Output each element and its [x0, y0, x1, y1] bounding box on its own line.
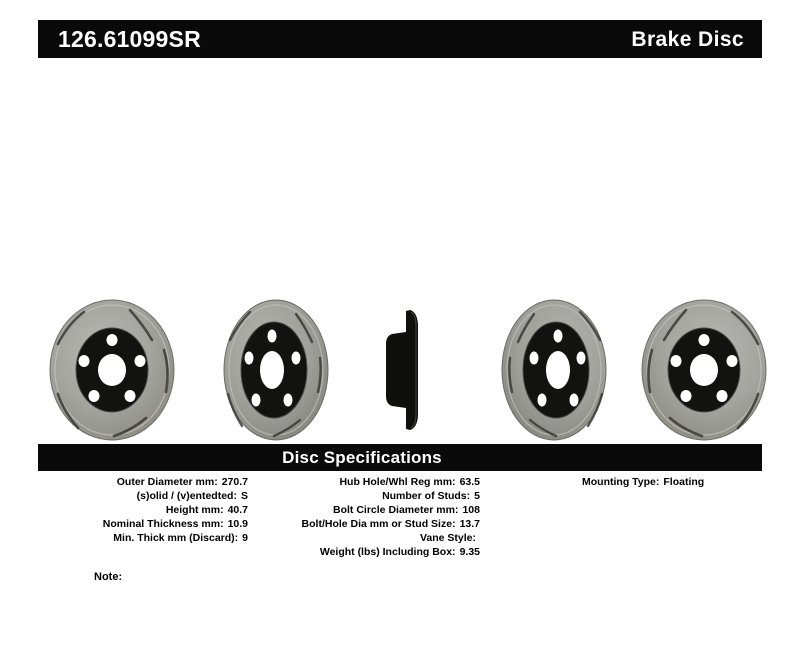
- spec-row: Height mm: 40.7: [0, 503, 248, 517]
- spec-label: Min. Thick mm (Discard):: [113, 532, 239, 544]
- disc-specifications-bar: Disc Specifications: [38, 444, 762, 471]
- spec-value: 10.9: [227, 518, 248, 530]
- rotor-edge-profile-image: [380, 296, 430, 444]
- spec-row: Vane Style:: [252, 531, 480, 545]
- product-type-label: Brake Disc: [631, 27, 744, 51]
- spec-value: 270.7: [221, 476, 248, 488]
- rotor-image-strip: [0, 296, 800, 444]
- rotor-three-quarter-left-image: [204, 296, 354, 444]
- spec-row: Mounting Type: Floating: [560, 475, 790, 489]
- spec-label: Hub Hole/Whl Reg mm:: [339, 476, 456, 488]
- spec-value: S: [240, 490, 248, 502]
- spec-value: [476, 531, 480, 545]
- spec-value: 63.5: [459, 476, 480, 488]
- rotor-front-right-angle-image: [624, 296, 784, 444]
- spec-row: Bolt/Hole Dia mm or Stud Size: 13.7: [252, 517, 480, 531]
- rotor-front-left-angle-image: [34, 296, 194, 444]
- spec-row: Outer Diameter mm: 270.7: [0, 475, 248, 489]
- spec-column-right: Mounting Type: Floating: [560, 475, 790, 489]
- spec-label: Bolt/Hole Dia mm or Stud Size:: [301, 518, 456, 530]
- spec-row: Bolt Circle Diameter mm: 108: [252, 503, 480, 517]
- spec-row: (s)olid / (v)entedted: S: [0, 489, 248, 503]
- spec-label: Weight (lbs) Including Box:: [319, 546, 456, 558]
- disc-specifications-title: Disc Specifications: [282, 448, 442, 467]
- note-value: [122, 570, 127, 584]
- spec-label: Height mm:: [165, 504, 224, 516]
- spec-row: Min. Thick mm (Discard): 9: [0, 531, 248, 545]
- spec-label: Vane Style:: [419, 532, 476, 544]
- note-area: Note:: [94, 570, 127, 584]
- spec-label: Outer Diameter mm:: [116, 476, 218, 488]
- spec-row: Weight (lbs) Including Box: 9.35: [252, 545, 480, 559]
- spec-row: Number of Studs: 5: [252, 489, 480, 503]
- spec-row: Nominal Thickness mm: 10.9: [0, 517, 248, 531]
- spec-value: 5: [474, 490, 480, 502]
- spec-row: Hub Hole/Whl Reg mm: 63.5: [252, 475, 480, 489]
- spec-label: Number of Studs:: [382, 490, 471, 502]
- spec-label: (s)olid / (v)entedted:: [136, 490, 237, 502]
- header-bar: 126.61099SR Brake Disc: [38, 20, 762, 58]
- spec-value: 9: [242, 532, 248, 544]
- note-label: Note:: [94, 571, 123, 583]
- spec-value: 9.35: [459, 546, 480, 558]
- spec-label: Bolt Circle Diameter mm:: [333, 504, 459, 516]
- spec-label: Mounting Type:: [582, 476, 660, 488]
- spec-column-middle: Hub Hole/Whl Reg mm: 63.5 Number of Stud…: [252, 475, 480, 559]
- spec-value: 40.7: [227, 504, 248, 516]
- rotor-three-quarter-right-image: [478, 296, 628, 444]
- part-number: 126.61099SR: [58, 25, 201, 52]
- spec-value: 108: [462, 504, 480, 516]
- spec-column-left: Outer Diameter mm: 270.7 (s)olid / (v)en…: [0, 475, 248, 545]
- spec-label: Nominal Thickness mm:: [102, 518, 224, 530]
- spec-value: 13.7: [459, 518, 480, 530]
- spec-value: Floating: [663, 476, 705, 488]
